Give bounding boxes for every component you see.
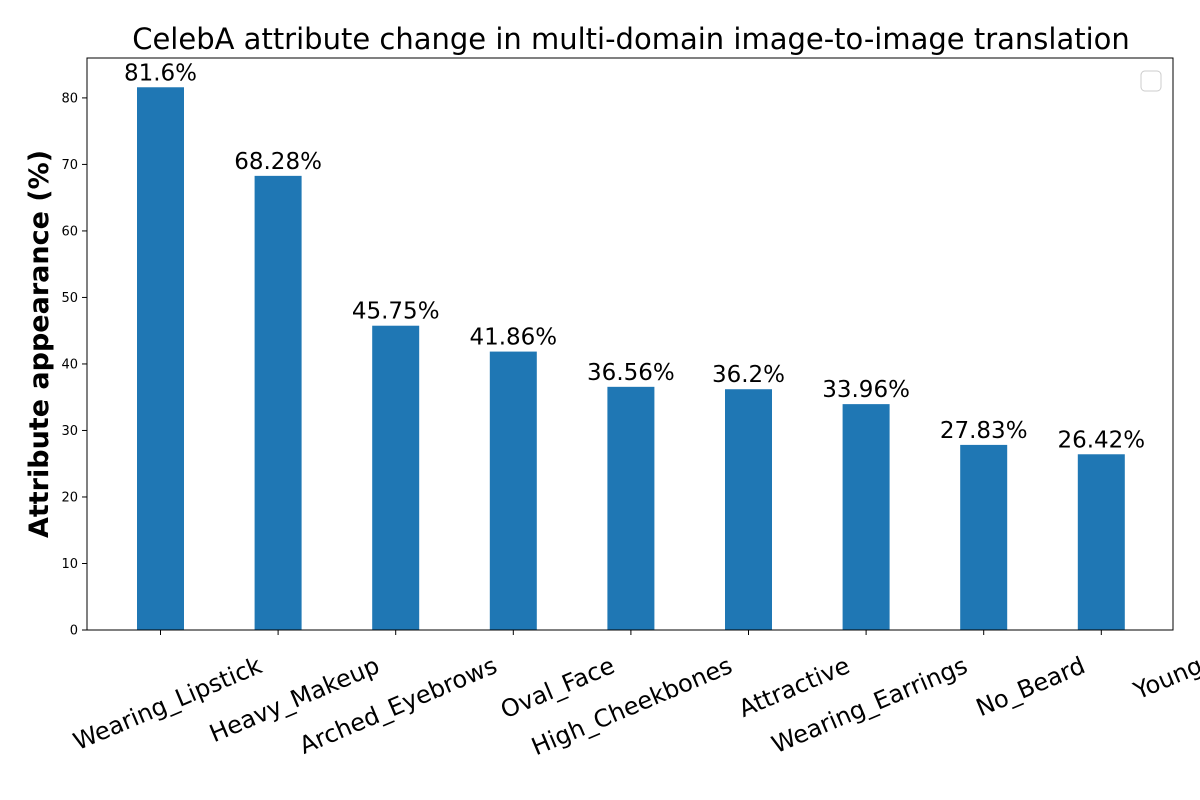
y-tick-label: 60 [61,224,78,239]
bar-oval-face [489,351,537,630]
bar-value-label: 41.86% [469,325,557,351]
bar-attractive [725,389,772,630]
y-tick-label: 0 [70,624,78,639]
bar-value-label: 36.2% [712,362,785,388]
y-axis-label: Attribute appearance (%) [24,150,55,538]
bar-value-label: 33.96% [822,377,910,403]
y-tick-label: 20 [61,490,78,505]
bar-value-label: 81.6% [124,60,197,86]
y-tick-label: 80 [61,91,78,106]
y-tick-label: 40 [61,357,78,372]
x-tick-label: Wearing_Earrings [768,651,972,759]
x-tick-label: High_Cheekbones [527,651,736,761]
bar-wearing-earrings [842,404,890,630]
x-tick-label: Arched_Eyebrows [295,651,501,759]
bar-value-label: 26.42% [1057,427,1145,453]
legend-box [1140,70,1162,92]
bar-value-label: 27.83% [940,418,1028,444]
y-tick-label: 70 [61,158,78,173]
y-tick-label: 50 [61,291,78,306]
x-tick-label: Young [1129,651,1200,705]
bar-heavy-makeup [254,175,302,630]
bar-value-label: 45.75% [352,299,440,325]
y-tick-label: 10 [61,557,78,572]
x-tick-label: No_Beard [972,651,1089,722]
bar-high-cheekbones [607,386,655,630]
plot-area: 0 10 20 30 40 50 60 70 80 81.6% Wearing_Lipstick 68… [61,60,1200,761]
x-tick-label: Wearing_Lipstick [69,651,266,756]
plot-frame [86,57,1174,631]
bar-no-beard [960,444,1008,630]
bar-young [1077,454,1125,630]
bar-value-label: 36.56% [587,360,675,386]
bar-arched-eyebrows [372,325,420,630]
bar-wearing-lipstick [137,87,184,630]
y-tick-label: 30 [61,424,78,439]
bar-value-label: 68.28% [234,149,322,175]
chart-title: CelebA attribute change in multi-domain … [132,22,1130,56]
